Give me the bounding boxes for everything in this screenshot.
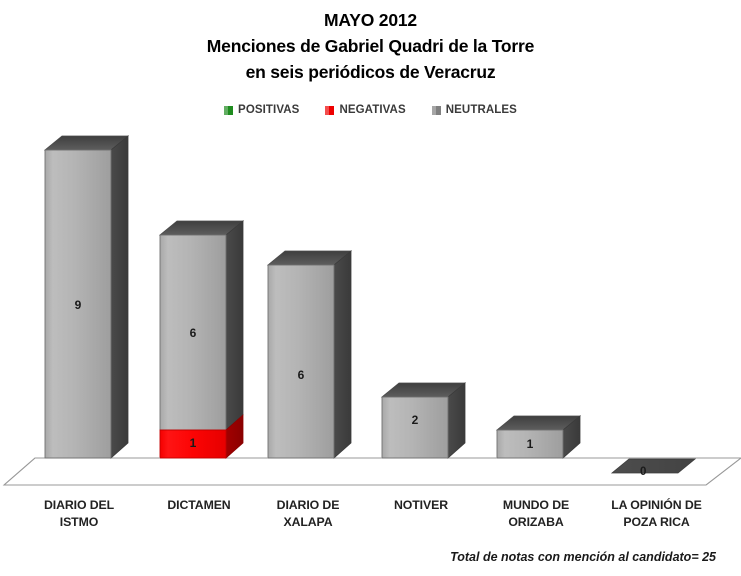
right-depth-edge [705, 457, 741, 486]
total-note: Total de notas con mención al candidato=… [450, 550, 716, 564]
category-label-notiver: NOTIVER [356, 497, 486, 514]
legend-label-negativas: NEGATIVAS [339, 104, 406, 116]
category-axis-labels: DIARIO DEL ISTMO DICTAMEN DIARIO DE XALA… [0, 497, 741, 552]
category-label-la-opinion-de-poza-rica: LA OPINIÓN DE POZA RICA [584, 497, 729, 531]
bar-side-face-neutral [225, 220, 244, 431]
bar-diario-del-istmo[interactable] [43, 135, 130, 459]
bar-zero-plate [610, 458, 697, 474]
plot-area: 9 1 6 6 2 1 0 [0, 125, 741, 495]
legend-label-positivas: POSITIVAS [238, 104, 300, 116]
legend-label-neutrales: NEUTRALES [445, 104, 517, 116]
category-label-mundo-de-orizaba: MUNDO DE ORIZABA [471, 497, 601, 531]
title-line-1: MAYO 2012 [324, 10, 417, 30]
legend-swatch-negativas-icon [325, 105, 335, 115]
title-line-2: Menciones de Gabriel Quadri de la Torre [206, 36, 535, 56]
chart-title: MAYO 2012 Menciones de Gabriel Quadri de… [0, 8, 741, 85]
category-label-line-1: DIARIO DEL [43, 498, 115, 512]
bar-front-face [267, 264, 335, 459]
category-label-diario-de-xalapa: DIARIO DE XALAPA [243, 497, 373, 531]
left-depth-edge [3, 457, 36, 486]
chart-legend: POSITIVAS NEGATIVAS NEUTRALES [0, 104, 741, 116]
legend-item-neutrales[interactable]: NEUTRALES [431, 104, 517, 116]
bar-diario-de-xalapa[interactable] [266, 250, 353, 459]
bar-dictamen[interactable] [158, 220, 245, 459]
category-label-line-2: POZA RICA [623, 515, 690, 529]
bar-mundo-de-orizaba[interactable] [495, 415, 582, 459]
bars-layer [43, 135, 741, 474]
category-label-line-1: DIARIO DE [276, 498, 340, 512]
legend-swatch-neutrales-icon [431, 105, 441, 115]
category-label-line-1: MUNDO DE [502, 498, 570, 512]
bar-side-face [333, 250, 352, 459]
category-label-line-2: ISTMO [59, 515, 99, 529]
bar-notiver[interactable] [380, 382, 467, 459]
legend-item-negativas[interactable]: NEGATIVAS [325, 104, 406, 116]
bar-side-face [110, 135, 129, 459]
bar-front-face [496, 429, 564, 459]
category-label-line-1: NOTIVER [394, 498, 448, 512]
legend-swatch-positivas-icon [224, 105, 234, 115]
bar-front-face [381, 396, 449, 459]
title-line-3: en seis periódicos de Veracruz [245, 62, 496, 82]
category-label-line-2: XALAPA [283, 515, 333, 529]
bar-front-face-negative [159, 429, 227, 459]
category-label-line-1: DICTAMEN [167, 498, 231, 512]
legend-item-positivas[interactable]: POSITIVAS [224, 104, 299, 116]
bar-la-opinion-de-poza-rica[interactable] [610, 458, 697, 474]
bar-front-face-neutral [159, 234, 227, 431]
category-label-line-2: ORIZABA [508, 515, 564, 529]
bar-front-face [44, 149, 112, 459]
category-label-dictamen: DICTAMEN [134, 497, 264, 514]
category-label-line-1: LA OPINIÓN DE [611, 498, 702, 512]
category-label-diario-del-istmo: DIARIO DEL ISTMO [14, 497, 144, 531]
value-label-la-opinion-de-poza-rica: 0 [640, 466, 647, 478]
